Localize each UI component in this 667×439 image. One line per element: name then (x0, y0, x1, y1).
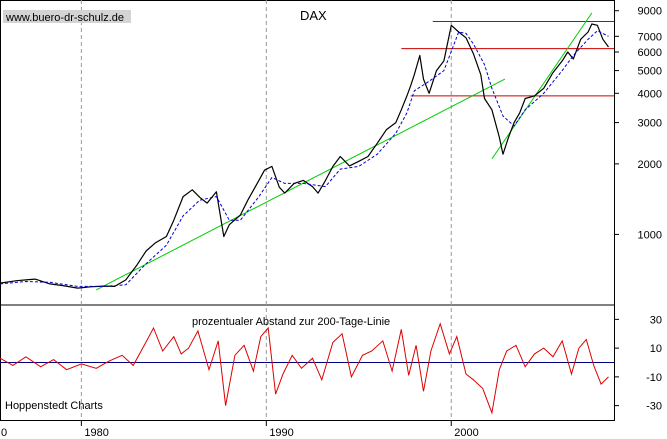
y-tick-label-4000: 4000 (638, 88, 662, 100)
osc-y-tick-label-10: 10 (650, 343, 662, 355)
price-y-axis: 1000 2000 3000 4000 5000 6000 7000 9000 (614, 6, 662, 241)
price-series (0, 23, 609, 289)
support-line-1 (491, 12, 593, 160)
oscillator-line (0, 322, 609, 415)
support-lines (95, 12, 593, 291)
watermark-background (3, 10, 131, 23)
x-edge-label: 0 (1, 427, 7, 439)
y-tick-label-2000: 2000 (638, 159, 662, 171)
support-line-0 (95, 78, 506, 291)
dax-200-day-average-line (0, 30, 609, 287)
x-tick-label-1990: 1990 (269, 427, 293, 439)
plot-frame (0, 0, 615, 421)
y-tick-label-1000: 1000 (638, 229, 662, 241)
oscillator-series (0, 322, 614, 415)
y-tick-label-5000: 5000 (638, 66, 662, 78)
y-tick-label-6000: 6000 (638, 47, 662, 59)
horizontal-levels (401, 20, 614, 97)
oscillator-title: prozentualer Abstand zur 200-Tage-Linie (192, 316, 390, 328)
oscillator-y-axis: 30 10 -10 -30 (614, 314, 662, 413)
osc-y-tick-label--30: -30 (646, 401, 662, 413)
y-tick-label-7000: 7000 (638, 31, 662, 43)
x-tick-label-1980: 1980 (84, 427, 108, 439)
x-tick-label-2000: 2000 (454, 427, 478, 439)
watermark-text: www.buero-dr-schulz.de (5, 12, 124, 24)
osc-y-tick-label--10: -10 (646, 372, 662, 384)
x-axis: 1980 1990 2000 0 (1, 420, 479, 439)
osc-y-tick-label-30: 30 (650, 314, 662, 326)
dax-line (0, 23, 609, 289)
y-tick-label-3000: 3000 (638, 118, 662, 130)
footer-label: Hoppenstedt Charts (5, 400, 103, 412)
y-tick-label-9000: 9000 (638, 6, 662, 18)
chart-title: DAX (300, 8, 327, 23)
